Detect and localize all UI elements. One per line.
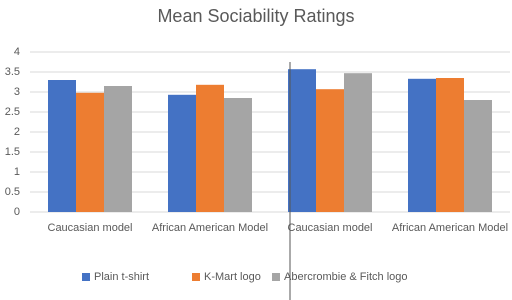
y-tick-label: 3 <box>14 86 20 98</box>
bar <box>436 78 464 212</box>
x-tick-label: Caucasian model <box>47 222 133 234</box>
x-tick-label: African American Model <box>151 222 269 234</box>
bar <box>76 92 104 212</box>
x-tick-label-box: Caucasian model <box>47 222 133 234</box>
legend-swatch <box>82 273 90 281</box>
bar <box>48 80 76 212</box>
bar <box>224 98 252 212</box>
legend-swatch <box>192 273 200 281</box>
y-tick-label: 1 <box>14 166 20 178</box>
x-tick-label: African American Model <box>391 222 509 234</box>
x-tick-label-box: Caucasian model <box>287 222 373 234</box>
legend-label: Plain t-shirt <box>94 271 149 283</box>
bar <box>168 94 196 212</box>
bar <box>196 84 224 212</box>
y-tick-label: 4 <box>14 46 20 58</box>
y-tick-label: 1.5 <box>5 146 20 158</box>
y-tick-label: 0.5 <box>5 186 20 198</box>
x-tick-label-box: African American Model <box>391 222 509 234</box>
x-tick-label-box: African American Model <box>151 222 269 234</box>
y-tick-label: 2.5 <box>5 106 20 118</box>
bar <box>408 78 436 212</box>
bar <box>344 73 372 212</box>
y-tick-label: 2 <box>14 126 20 138</box>
y-tick-label: 3.5 <box>5 66 20 78</box>
bar <box>288 69 316 212</box>
bar <box>316 89 344 212</box>
bar <box>104 86 132 212</box>
x-tick-label: Caucasian model <box>287 222 373 234</box>
legend-swatch <box>272 273 280 281</box>
y-tick-label: 0 <box>14 206 20 218</box>
chart-title: Mean Sociability Ratings <box>157 6 354 26</box>
legend-label: Abercrombie & Fitch logo <box>284 271 408 283</box>
bar <box>464 100 492 212</box>
legend-label: K-Mart logo <box>204 271 261 283</box>
